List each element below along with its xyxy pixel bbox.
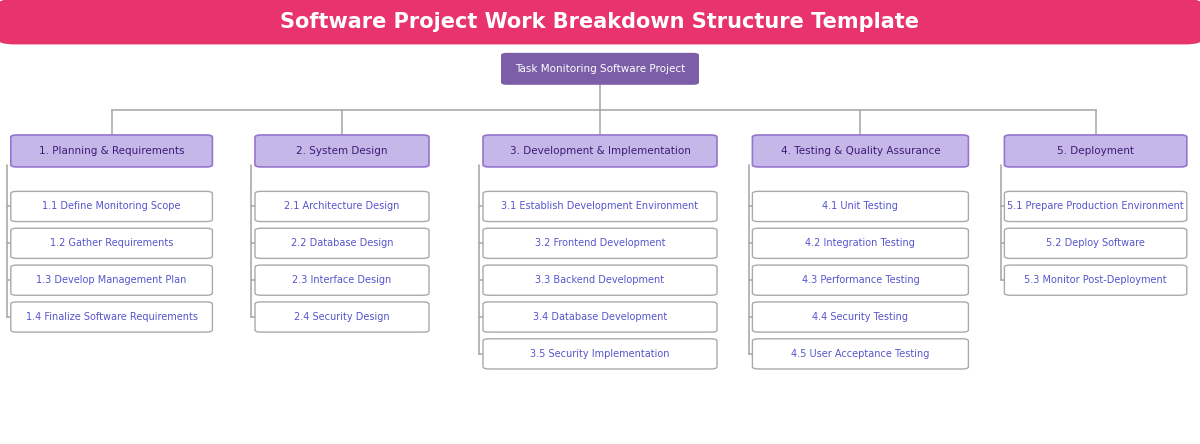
Text: 2.2 Database Design: 2.2 Database Design <box>290 238 394 248</box>
Text: 2.4 Security Design: 2.4 Security Design <box>294 312 390 322</box>
Text: 1.4 Finalize Software Requirements: 1.4 Finalize Software Requirements <box>25 312 198 322</box>
Text: 3.4 Database Development: 3.4 Database Development <box>533 312 667 322</box>
Text: 5.2 Deploy Software: 5.2 Deploy Software <box>1046 238 1145 248</box>
Text: 3.3 Backend Development: 3.3 Backend Development <box>535 275 665 285</box>
FancyBboxPatch shape <box>254 228 430 258</box>
FancyBboxPatch shape <box>752 302 968 332</box>
FancyBboxPatch shape <box>254 135 430 167</box>
Text: 4.2 Integration Testing: 4.2 Integration Testing <box>805 238 916 248</box>
Text: 5.1 Prepare Production Environment: 5.1 Prepare Production Environment <box>1007 202 1184 211</box>
FancyBboxPatch shape <box>502 53 698 85</box>
Text: 3.2 Frontend Development: 3.2 Frontend Development <box>535 238 665 248</box>
FancyBboxPatch shape <box>482 339 716 369</box>
Text: Task Monitoring Software Project: Task Monitoring Software Project <box>515 64 685 74</box>
Text: 2.3 Interface Design: 2.3 Interface Design <box>293 275 391 285</box>
Text: 3.5 Security Implementation: 3.5 Security Implementation <box>530 349 670 359</box>
FancyBboxPatch shape <box>752 135 968 167</box>
FancyBboxPatch shape <box>254 302 430 332</box>
FancyBboxPatch shape <box>254 265 430 295</box>
Text: 4.5 User Acceptance Testing: 4.5 User Acceptance Testing <box>791 349 930 359</box>
Text: 2. System Design: 2. System Design <box>296 146 388 156</box>
Text: 3.1 Establish Development Environment: 3.1 Establish Development Environment <box>502 202 698 211</box>
Text: 4.3 Performance Testing: 4.3 Performance Testing <box>802 275 919 285</box>
FancyBboxPatch shape <box>752 339 968 369</box>
Text: 4.1 Unit Testing: 4.1 Unit Testing <box>822 202 899 211</box>
FancyBboxPatch shape <box>482 302 716 332</box>
Text: 4. Testing & Quality Assurance: 4. Testing & Quality Assurance <box>780 146 941 156</box>
Text: 4.4 Security Testing: 4.4 Security Testing <box>812 312 908 322</box>
FancyBboxPatch shape <box>11 265 212 295</box>
Text: 5. Deployment: 5. Deployment <box>1057 146 1134 156</box>
FancyBboxPatch shape <box>1004 265 1187 295</box>
FancyBboxPatch shape <box>1004 228 1187 258</box>
Text: Software Project Work Breakdown Structure Template: Software Project Work Breakdown Structur… <box>281 12 919 32</box>
FancyBboxPatch shape <box>482 135 716 167</box>
Text: 1.3 Develop Management Plan: 1.3 Develop Management Plan <box>36 275 187 285</box>
FancyBboxPatch shape <box>752 191 968 222</box>
FancyBboxPatch shape <box>482 191 716 222</box>
Text: 1.1 Define Monitoring Scope: 1.1 Define Monitoring Scope <box>42 202 181 211</box>
FancyBboxPatch shape <box>0 0 1200 44</box>
FancyBboxPatch shape <box>482 265 716 295</box>
FancyBboxPatch shape <box>254 191 430 222</box>
Text: 1.2 Gather Requirements: 1.2 Gather Requirements <box>50 238 173 248</box>
FancyBboxPatch shape <box>11 228 212 258</box>
FancyBboxPatch shape <box>1004 191 1187 222</box>
Text: 2.1 Architecture Design: 2.1 Architecture Design <box>284 202 400 211</box>
Text: 5.3 Monitor Post-Deployment: 5.3 Monitor Post-Deployment <box>1025 275 1166 285</box>
FancyBboxPatch shape <box>11 191 212 222</box>
FancyBboxPatch shape <box>752 265 968 295</box>
Text: 3. Development & Implementation: 3. Development & Implementation <box>510 146 690 156</box>
FancyBboxPatch shape <box>11 302 212 332</box>
FancyBboxPatch shape <box>1004 135 1187 167</box>
Text: 1. Planning & Requirements: 1. Planning & Requirements <box>38 146 185 156</box>
FancyBboxPatch shape <box>11 135 212 167</box>
FancyBboxPatch shape <box>752 228 968 258</box>
FancyBboxPatch shape <box>482 228 716 258</box>
